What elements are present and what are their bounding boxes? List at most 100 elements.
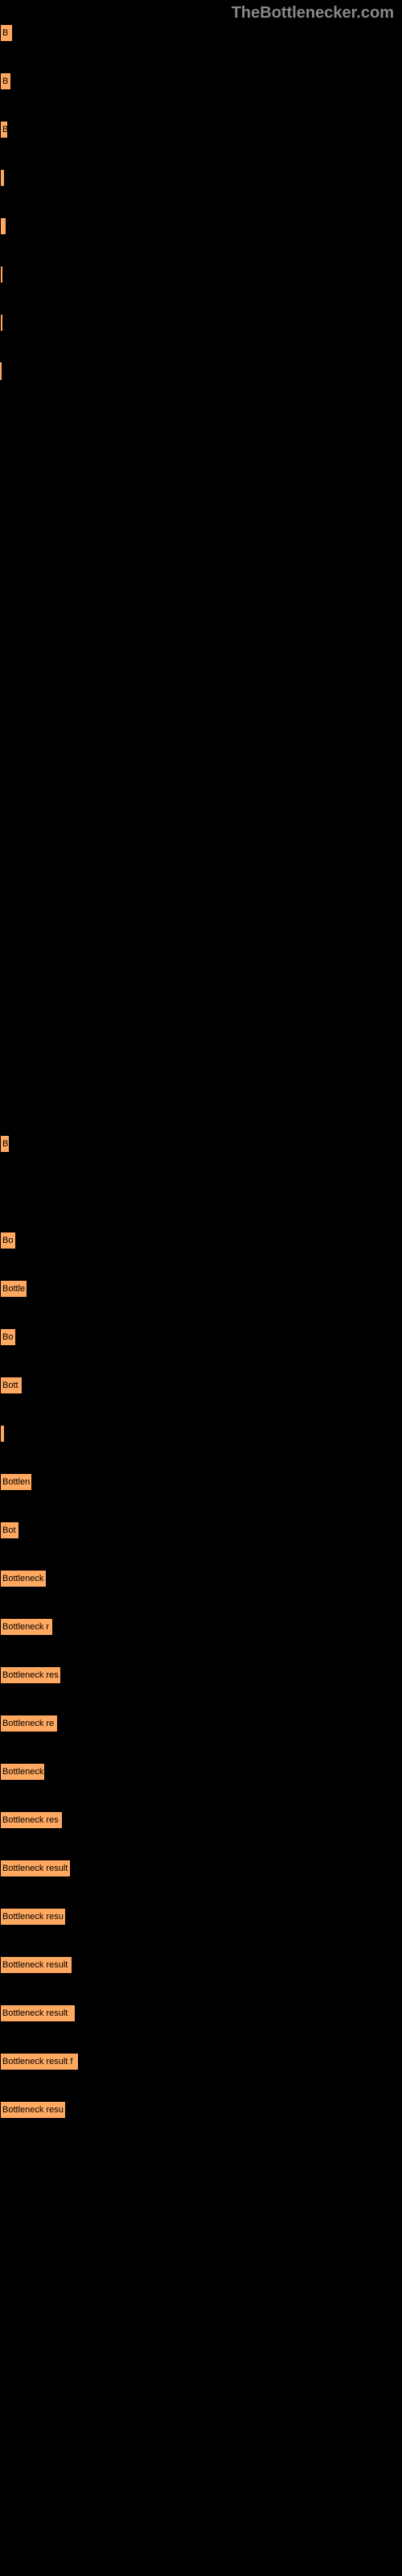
bar-row: B <box>0 24 402 42</box>
bar: Bott <box>0 1377 23 1394</box>
bar <box>0 555 2 573</box>
bar-row: Bottleneck resu <box>0 1908 402 1926</box>
bar: Bo <box>0 1328 16 1346</box>
bar-row <box>0 942 402 960</box>
bar: Bottleneck r <box>0 1618 53 1636</box>
bar-row <box>0 604 402 621</box>
bar-label: Bottleneck r <box>2 1622 49 1632</box>
bar-label: Bott <box>2 1381 18 1390</box>
bar-row: Bottleneck result <box>0 1860 402 1877</box>
bar: Bo <box>0 1232 16 1249</box>
bar: Bottleneck resu <box>0 1908 66 1926</box>
bar-row: Bottleneck result <box>0 1956 402 1974</box>
bar: Bottleneck res <box>0 1666 61 1684</box>
bar-row: Bottlen <box>0 1473 402 1491</box>
bar-row <box>0 1183 402 1201</box>
bar <box>0 1425 5 1443</box>
bar-label: Bottleneck result <box>2 2008 68 2018</box>
bar-row: B <box>0 72 402 90</box>
bar-row <box>0 507 402 525</box>
bar-row <box>0 459 402 477</box>
bar-row: Bottle <box>0 1280 402 1298</box>
bar <box>0 169 5 187</box>
bar-label: Bottleneck resu <box>2 1912 64 1922</box>
bar: Bottleneck result <box>0 1956 72 1974</box>
bar <box>0 700 2 718</box>
watermark-text: TheBottlenecker.com <box>232 4 394 23</box>
bar-row: Bottleneck <box>0 1570 402 1587</box>
bar-label: Bottleneck result f <box>2 2057 72 2066</box>
bar-label: Bottleneck result <box>2 1864 68 1873</box>
bar-label: B <box>2 76 8 86</box>
bar-row: Bottleneck result f <box>0 2053 402 2070</box>
bar-row <box>0 700 402 718</box>
bar: Bottleneck <box>0 1570 47 1587</box>
bar-label: Bottlen <box>2 1477 30 1487</box>
bar-row <box>0 169 402 187</box>
bar-label: Bottleneck result <box>2 1960 68 1970</box>
bar <box>0 507 2 525</box>
bar-row <box>0 845 402 863</box>
bar: B <box>0 1135 10 1153</box>
bar-row: Bott <box>0 1377 402 1394</box>
bar: Bottleneck <box>0 1763 45 1781</box>
bar-label: Bottle <box>2 1284 25 1294</box>
bar <box>0 942 2 960</box>
bar-row: Bottleneck r <box>0 1618 402 1636</box>
bar: Bottleneck re <box>0 1715 58 1732</box>
bar <box>0 217 6 235</box>
bar-row: Bottleneck <box>0 1763 402 1781</box>
bar-row: Bottleneck res <box>0 1811 402 1829</box>
bar-label: Bottleneck resu <box>2 2105 64 2115</box>
bar: B <box>0 72 11 90</box>
bar-label: B <box>2 1139 8 1149</box>
bar-row <box>0 1038 402 1056</box>
bar-label: Bottleneck <box>2 1767 43 1777</box>
bar-row: Bottleneck res <box>0 1666 402 1684</box>
bar-label: B <box>2 125 8 134</box>
bar <box>0 652 2 670</box>
bar-row: B <box>0 121 402 138</box>
bar-row <box>0 217 402 235</box>
bar <box>0 845 2 863</box>
bar-row <box>0 362 402 380</box>
bar <box>0 362 2 380</box>
bar <box>0 411 2 428</box>
bar: Bottleneck resu <box>0 2101 66 2119</box>
bar: B <box>0 24 13 42</box>
bar <box>0 604 2 621</box>
bar-row: Bottleneck re <box>0 1715 402 1732</box>
bar-label: Bo <box>2 1332 13 1342</box>
bar-row: B <box>0 1135 402 1153</box>
bar: Bottle <box>0 1280 27 1298</box>
bar: Bottleneck res <box>0 1811 63 1829</box>
bar: Bottleneck result <box>0 1860 71 1877</box>
bar-row <box>0 266 402 283</box>
bar-row: Bo <box>0 1328 402 1346</box>
bar-label: Bottleneck re <box>2 1719 54 1728</box>
bar-row <box>0 1425 402 1443</box>
bar-row <box>0 555 402 573</box>
bar-chart: B B B B Bo Bottle Bo Bott Bottlen Bot Bottleneck Bo… <box>0 0 402 2119</box>
bar <box>0 749 2 766</box>
bar-row <box>0 749 402 766</box>
bar-row <box>0 1087 402 1104</box>
bar-row <box>0 797 402 815</box>
bar-row: Bot <box>0 1521 402 1539</box>
bar <box>0 459 2 477</box>
bar-row <box>0 894 402 911</box>
bar <box>0 1038 2 1056</box>
bar-label: Bottleneck res <box>2 1815 59 1825</box>
bar-row <box>0 990 402 1008</box>
bar-label: Bottleneck res <box>2 1670 59 1680</box>
bar: B <box>0 121 8 138</box>
bar: Bot <box>0 1521 19 1539</box>
bar-row <box>0 314 402 332</box>
bar-row <box>0 652 402 670</box>
bar-label: B <box>2 28 8 38</box>
bar <box>0 1183 2 1201</box>
bar-label: Bottleneck <box>2 1574 43 1583</box>
bar <box>0 894 2 911</box>
bar-row <box>0 411 402 428</box>
bar-row: Bo <box>0 1232 402 1249</box>
